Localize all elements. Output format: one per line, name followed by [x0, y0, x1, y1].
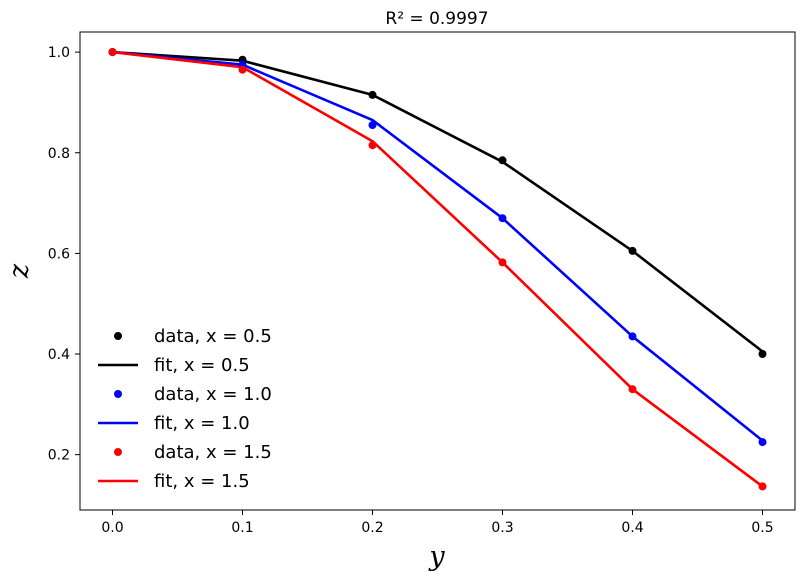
x-tick-label: 0.5: [751, 520, 773, 536]
legend-label: data, x = 1.5: [154, 442, 272, 463]
y-tick-label: 1.0: [48, 45, 70, 61]
data-point: [368, 141, 377, 150]
legend-label: fit, x = 1.5: [154, 471, 250, 492]
x-tick-label: 0.0: [101, 520, 123, 536]
data-point: [758, 482, 767, 491]
legend-marker: [114, 390, 122, 398]
fit-line-1: [112, 50, 764, 442]
y-tick-label: 0.4: [48, 347, 70, 363]
plot-area: [108, 48, 767, 491]
data-point: [628, 332, 637, 341]
y-tick-label: 0.6: [48, 246, 70, 262]
data-point: [238, 65, 247, 74]
x-tick-label: 0.3: [491, 520, 513, 536]
data-point: [368, 121, 377, 130]
x-tick-label: 0.2: [361, 520, 383, 536]
fit-line-2: [112, 50, 764, 488]
axes-frame: [79, 31, 796, 511]
legend-label: data, x = 0.5: [154, 326, 272, 347]
x-tick-label: 0.1: [231, 520, 253, 536]
data-point: [498, 156, 507, 165]
x-axis-label: y: [428, 541, 445, 572]
y-tick-label: 0.2: [48, 448, 70, 464]
data-point: [758, 438, 767, 447]
data-point: [368, 90, 377, 99]
y-axis-label: z: [4, 263, 35, 279]
data-point: [498, 214, 507, 223]
chart-title: R² = 0.9997: [385, 9, 488, 29]
data-point: [498, 258, 507, 267]
data-point: [108, 48, 117, 57]
legend-marker: [114, 332, 122, 340]
x-tick-label: 0.4: [621, 520, 643, 536]
legend-label: fit, x = 0.5: [154, 355, 250, 376]
legend-label: fit, x = 1.0: [154, 413, 250, 434]
data-point: [628, 385, 637, 394]
axes: 0.0 0.1 0.2 0.3 0.4 0.5 0.2 0.4 0.6 0.8 1.0: [48, 31, 796, 536]
legend-label: data, x = 1.0: [154, 384, 272, 405]
fit-line-0: [112, 50, 764, 353]
data-point: [628, 246, 637, 255]
legend: data, x = 0.5 fit, x = 0.5 data, x = 1.0 fi…: [98, 326, 272, 492]
y-tick-label: 0.8: [48, 146, 70, 162]
legend-marker: [114, 448, 122, 456]
data-point: [758, 350, 767, 358]
